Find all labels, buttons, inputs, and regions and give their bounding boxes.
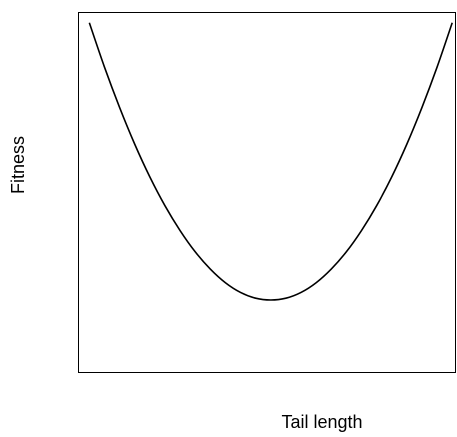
- plot-frame: [78, 12, 456, 373]
- y-axis-label: Fitness: [8, 136, 28, 194]
- x-axis-label: Tail length: [281, 412, 362, 432]
- fitness-curve: [88, 22, 453, 301]
